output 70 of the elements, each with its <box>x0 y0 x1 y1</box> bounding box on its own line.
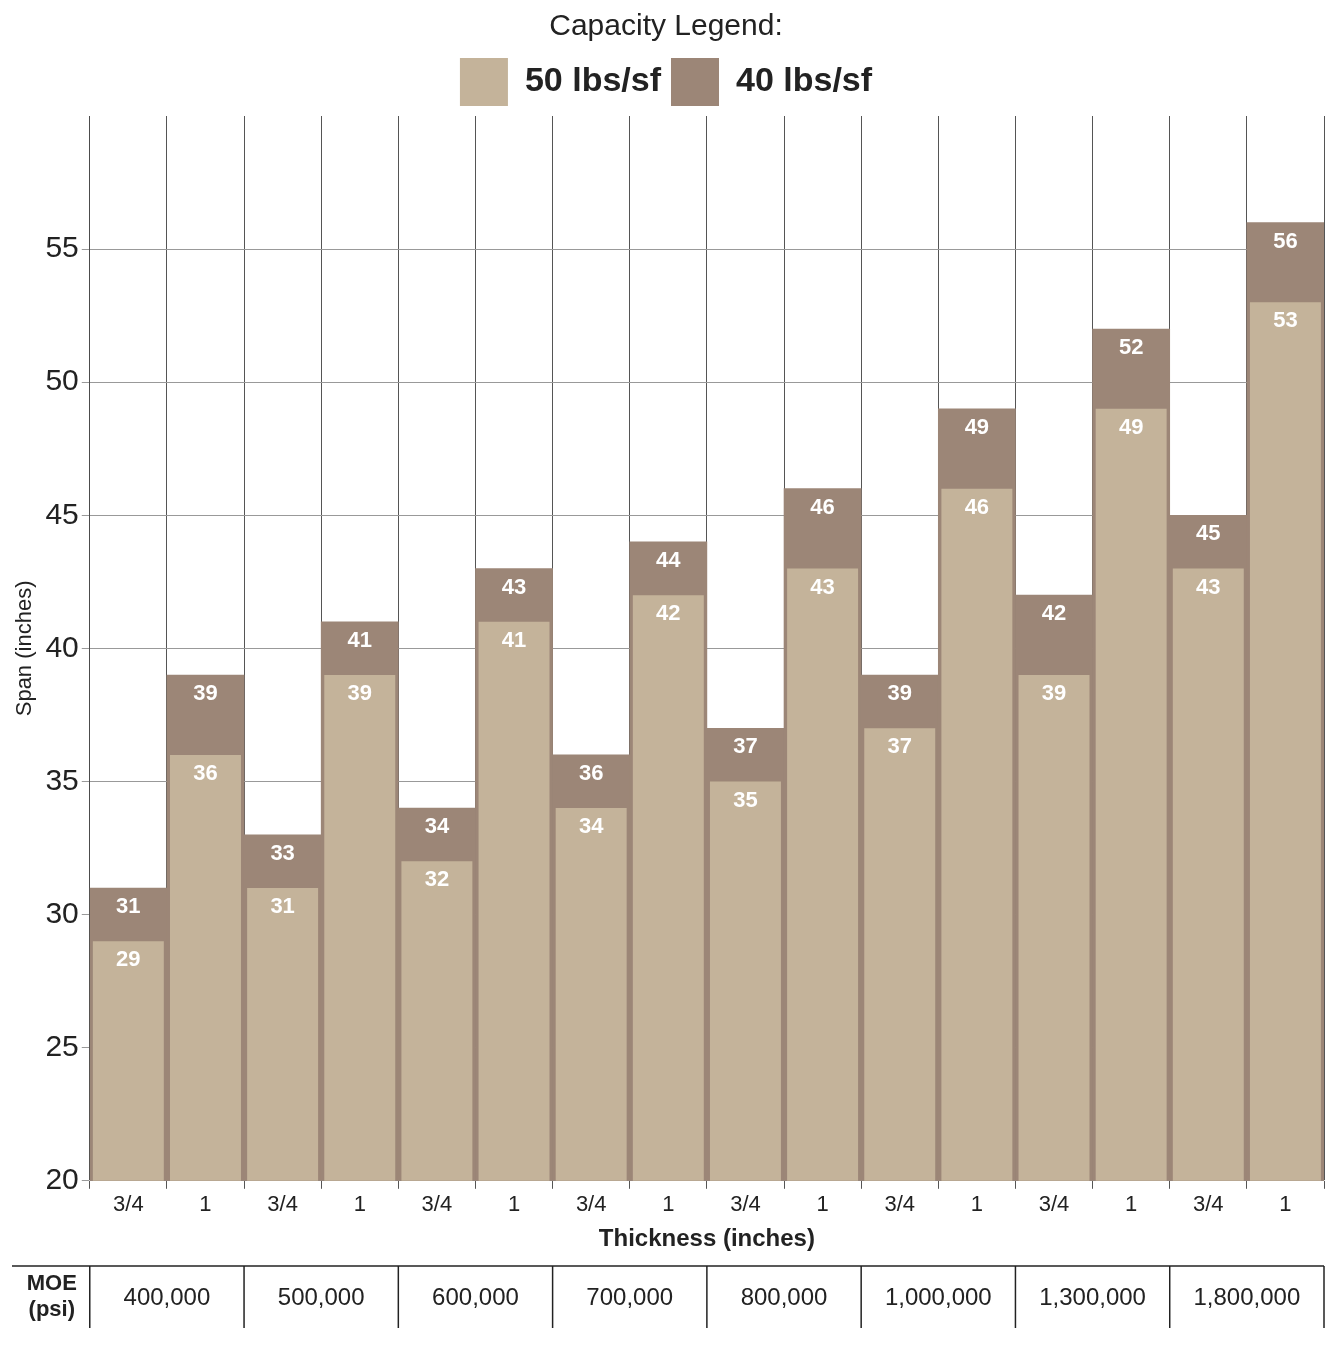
text: 500,000 <box>277 1282 365 1310</box>
legend-title: Capacity Legend: <box>549 8 783 42</box>
data-label: 39 <box>887 680 912 706</box>
data-label: 31 <box>116 893 141 919</box>
legend-label: 50 lbs/sf <box>524 60 662 99</box>
y-tick-label: 50 <box>45 363 79 397</box>
data-label: 53 <box>1273 307 1298 333</box>
data-label: 43 <box>1196 573 1221 599</box>
data-label: 56 <box>1273 227 1298 253</box>
text: 700,000 <box>586 1282 674 1310</box>
data-label: 36 <box>193 759 218 785</box>
text: 1,300,000 <box>1039 1282 1146 1310</box>
text: 1,000,000 <box>884 1282 992 1310</box>
x-tick-label: 3/4 <box>575 1191 607 1217</box>
y-tick-label: 30 <box>45 895 79 929</box>
text: MOE (psi) <box>26 1270 77 1322</box>
data-label: 49 <box>964 413 990 439</box>
x-tick-label: 3/4 <box>730 1191 761 1217</box>
data-label: 46 <box>964 493 990 519</box>
data-label: 44 <box>656 546 682 572</box>
y-tick-label: 20 <box>45 1162 79 1196</box>
data-label: 39 <box>193 680 218 706</box>
data-label: 45 <box>1196 520 1221 546</box>
data-label: 34 <box>424 813 450 839</box>
data-label: 32 <box>424 866 450 892</box>
text: 800,000 <box>740 1282 828 1310</box>
x-tick-label: 1 <box>199 1191 212 1217</box>
y-tick-label: 45 <box>45 496 79 530</box>
x-tick-label: 3/4 <box>421 1191 453 1217</box>
x-tick-label: 3/4 <box>884 1191 916 1217</box>
data-label: 41 <box>347 626 372 652</box>
data-label: 36 <box>578 759 604 785</box>
data-label: 49 <box>1118 413 1144 439</box>
text: 400,000 <box>123 1282 211 1310</box>
data-label: 46 <box>810 493 835 519</box>
text: 1,800,000 <box>1193 1282 1301 1310</box>
data-label: 34 <box>578 813 605 839</box>
data-label: 31 <box>270 893 295 919</box>
x-tick-label: 1 <box>1279 1191 1292 1217</box>
data-label: 43 <box>810 573 835 599</box>
data-label: 33 <box>270 839 295 865</box>
data-label: 43 <box>501 573 527 599</box>
y-tick-label: 35 <box>45 762 79 796</box>
data-label: 37 <box>887 733 912 759</box>
data-label: 52 <box>1118 334 1144 360</box>
x-tick-label: 3/4 <box>113 1191 144 1217</box>
x-tick-label: 1 <box>662 1191 675 1217</box>
text: 600,000 <box>432 1282 519 1310</box>
y-tick-label: 40 <box>45 629 79 663</box>
data-label: 42 <box>656 600 681 626</box>
x-tick-label: 1 <box>353 1191 366 1217</box>
y-axis-title: Span (inches) <box>11 580 37 717</box>
data-label: 37 <box>733 733 758 759</box>
x-tick-label: 3/4 <box>1038 1191 1070 1217</box>
y-tick-label: 25 <box>45 1028 79 1062</box>
data-label: 39 <box>347 680 372 706</box>
x-tick-label: 3/4 <box>1192 1191 1224 1217</box>
y-tick-label: 55 <box>45 230 79 264</box>
data-label: 42 <box>1041 600 1067 626</box>
x-axis-title: Thickness (inches) <box>598 1224 815 1252</box>
data-label: 29 <box>116 946 141 972</box>
x-tick-label: 1 <box>1125 1191 1138 1217</box>
data-label: 35 <box>733 786 758 812</box>
x-tick-label: 1 <box>507 1191 521 1217</box>
x-tick-label: 3/4 <box>267 1191 298 1217</box>
data-label: 39 <box>1041 680 1067 706</box>
legend-label: 40 lbs/sf <box>736 60 873 99</box>
x-tick-label: 1 <box>816 1191 829 1217</box>
data-label: 41 <box>501 626 527 652</box>
x-tick-label: 1 <box>970 1191 983 1217</box>
